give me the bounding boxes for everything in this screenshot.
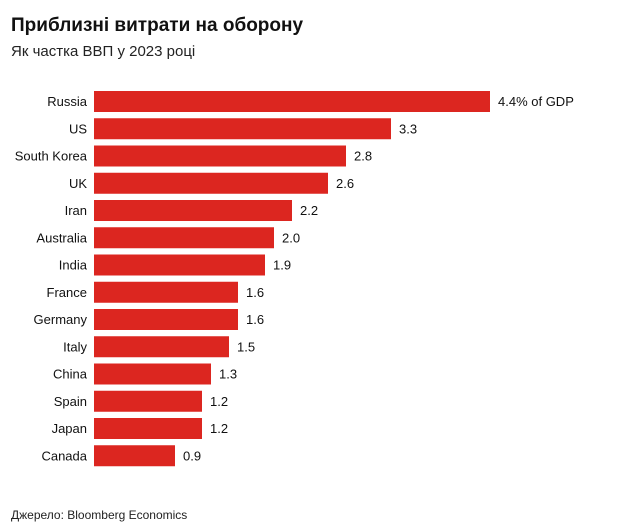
value-label: 4.4% of GDP: [498, 94, 574, 109]
category-label: US: [69, 121, 87, 136]
category-label: Australia: [36, 230, 87, 245]
bar: [94, 118, 391, 140]
value-label: 1.5: [237, 339, 255, 354]
category-label: Iran: [65, 203, 87, 218]
bar: [94, 145, 346, 167]
bar: [94, 227, 274, 249]
category-label: UK: [69, 176, 87, 191]
source-note: Джерело: Bloomberg Economics: [11, 508, 188, 522]
category-label: China: [53, 367, 88, 382]
category-label: India: [59, 258, 88, 273]
value-label: 2.6: [336, 176, 354, 191]
bar: [94, 172, 328, 194]
bar: [94, 281, 238, 303]
bar: [94, 445, 175, 467]
value-label: 1.9: [273, 258, 291, 273]
value-label: 2.8: [354, 149, 372, 164]
value-label: 1.3: [219, 367, 237, 382]
bar: [94, 390, 202, 412]
value-label: 1.2: [210, 394, 228, 409]
value-label: 2.2: [300, 203, 318, 218]
category-label: South Korea: [15, 149, 88, 164]
value-label: 0.9: [183, 448, 201, 463]
bar: [94, 254, 265, 276]
bar: [94, 91, 490, 112]
value-label: 2.0: [282, 230, 300, 245]
bar: [94, 309, 238, 330]
value-label: 1.6: [246, 285, 264, 300]
bar: [94, 200, 292, 221]
value-label: 1.6: [246, 312, 264, 327]
category-label: Russia: [47, 94, 88, 109]
bar: [94, 418, 202, 439]
category-label: Japan: [52, 421, 87, 436]
category-label: Germany: [34, 312, 88, 327]
bar: [94, 363, 211, 385]
category-label: France: [47, 285, 87, 300]
value-label: 1.2: [210, 421, 228, 436]
chart-title: Приблизні витрати на оборону: [11, 15, 304, 36]
chart-subtitle: Як частка ВВП у 2023 році: [11, 43, 196, 60]
category-label: Italy: [63, 339, 87, 354]
bar: [94, 336, 229, 358]
value-label: 3.3: [399, 121, 417, 136]
category-label: Canada: [41, 448, 87, 463]
category-label: Spain: [54, 394, 87, 409]
